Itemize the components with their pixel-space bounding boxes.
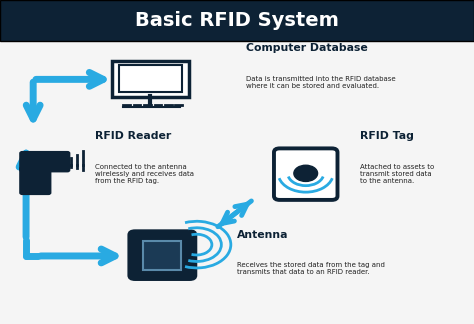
- Text: Receives the stored data from the tag and
transmits that data to an RFID reader.: Receives the stored data from the tag an…: [237, 262, 385, 275]
- FancyBboxPatch shape: [274, 148, 337, 200]
- Circle shape: [294, 165, 318, 181]
- Text: RFID Reader: RFID Reader: [95, 131, 171, 141]
- Text: Computer Database: Computer Database: [246, 43, 368, 53]
- FancyBboxPatch shape: [0, 0, 474, 40]
- Text: Connected to the antenna
wirelessly and receives data
from the RFID tag.: Connected to the antenna wirelessly and …: [95, 164, 194, 184]
- FancyBboxPatch shape: [143, 241, 181, 270]
- FancyBboxPatch shape: [118, 65, 182, 92]
- Text: Antenna: Antenna: [237, 230, 289, 240]
- Text: Basic RFID System: Basic RFID System: [135, 11, 339, 29]
- FancyBboxPatch shape: [128, 230, 196, 280]
- Text: RFID Tag: RFID Tag: [360, 131, 414, 141]
- Text: Attached to assets to
transmit stored data
to the antenna.: Attached to assets to transmit stored da…: [360, 164, 435, 184]
- Text: Data is transmitted into the RFID database
where it can be stored and evaluated.: Data is transmitted into the RFID databa…: [246, 76, 396, 89]
- FancyBboxPatch shape: [112, 61, 189, 97]
- FancyBboxPatch shape: [20, 152, 70, 172]
- FancyBboxPatch shape: [20, 167, 51, 194]
